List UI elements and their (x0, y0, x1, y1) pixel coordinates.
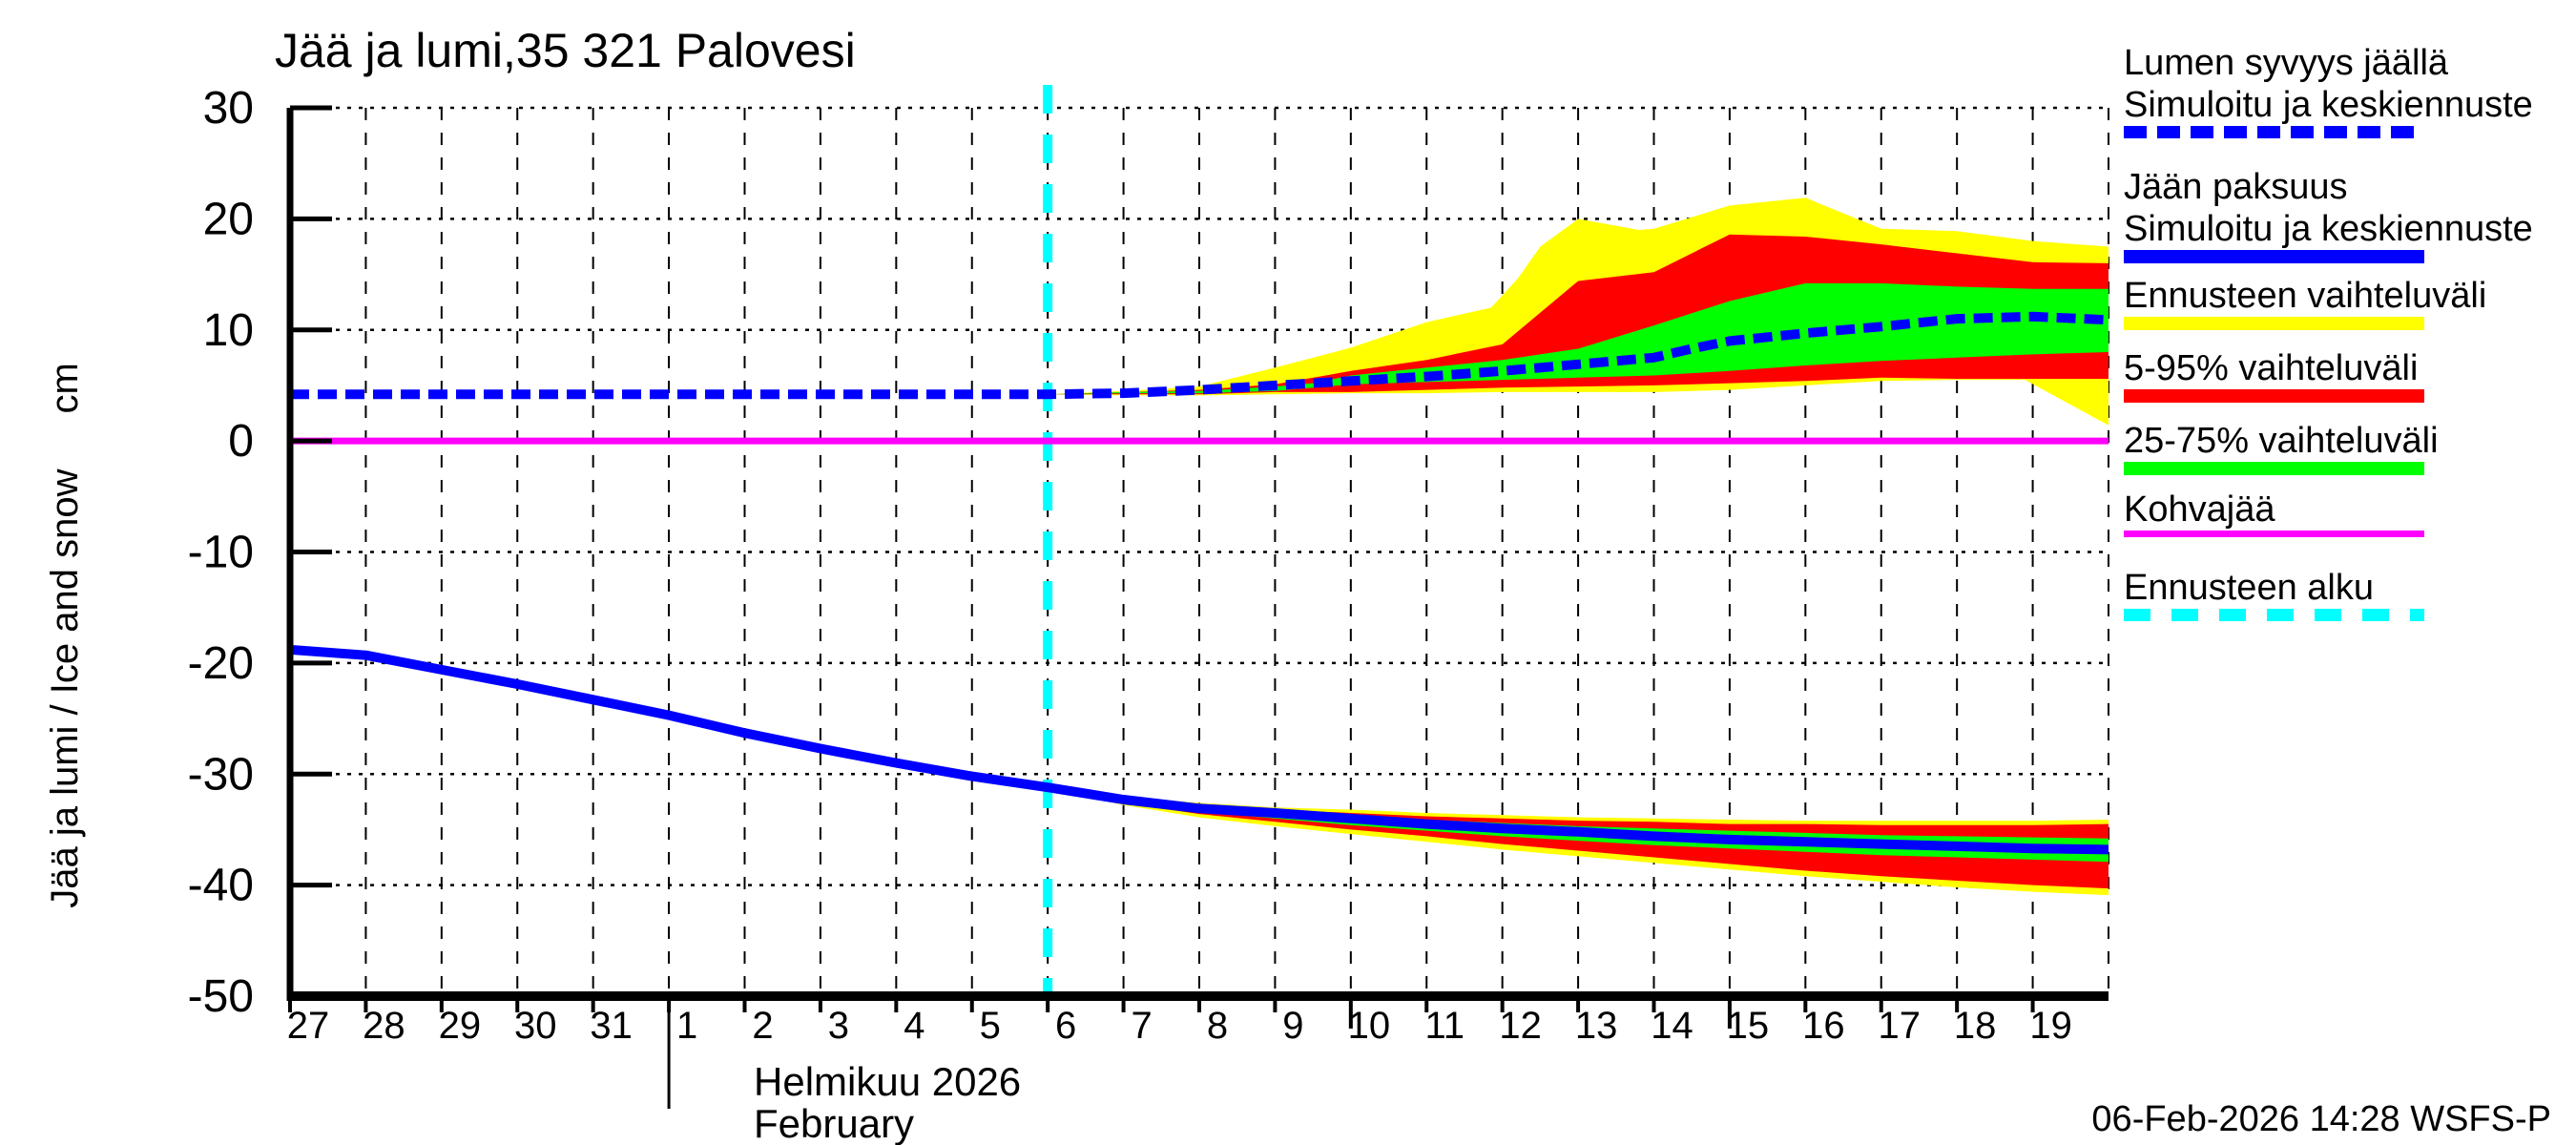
y-tick-label: 30 (203, 83, 254, 134)
red-band-swatch (2124, 389, 2424, 403)
day-tick-label: 19 (2029, 1005, 2072, 1047)
axes-layer (286, 105, 2109, 1109)
day-tick-label: 10 (1348, 1005, 1391, 1047)
snow_25_75_range-band (1048, 282, 2109, 395)
legend-item-forecast-range: Ennusteen vaihteluväli (2124, 275, 2486, 330)
legend-label: Jään paksuus (2124, 167, 2348, 207)
day-tick-label: 16 (1802, 1005, 1845, 1047)
legend-label: Kohvajää (2124, 489, 2275, 530)
y-tick-label: -10 (188, 528, 254, 578)
day-tick-label: 3 (828, 1005, 849, 1047)
day-tick-label: 18 (1954, 1005, 1997, 1047)
legend-label: Simuloitu ja keskiennuste (2124, 85, 2533, 125)
month-label-fi: Helmikuu 2026 (754, 1059, 1021, 1104)
day-tick-label: 27 (287, 1005, 330, 1047)
magenta-line-swatch (2124, 531, 2424, 537)
day-tick-label: 5 (980, 1005, 1001, 1047)
day-tick-label: 28 (363, 1005, 405, 1047)
legend-label: Simuloitu ja keskiennuste (2124, 209, 2533, 249)
day-tick-label: 15 (1727, 1005, 1770, 1047)
y-tick-label: -50 (188, 971, 254, 1022)
legend-label: Lumen syvyys jäällä (2124, 43, 2449, 83)
month-label-en: February (754, 1101, 914, 1145)
legend-label: Ennusteen alku (2124, 568, 2374, 608)
day-tick-label: 12 (1499, 1005, 1542, 1047)
y-tick-label: 20 (203, 194, 254, 244)
day-tick-label: 13 (1575, 1005, 1618, 1047)
day-tick-label: 9 (1282, 1005, 1303, 1047)
legend-label: 5-95% vaihteluväli (2124, 348, 2419, 388)
y-tick-label: 10 (203, 305, 254, 356)
legend-item-forecast-start: Ennusteen alku (2124, 567, 2424, 621)
y-tick-label: -20 (188, 638, 254, 689)
day-tick-label: 17 (1879, 1005, 1922, 1047)
legend-item-snow-depth: Lumen syvyys jäällä Simuloitu ja keskien… (2124, 42, 2533, 138)
day-tick-label: 30 (514, 1005, 557, 1047)
yellow-band-swatch (2124, 317, 2424, 330)
y-tick-label: 0 (228, 416, 254, 467)
page-title: Jää ja lumi,35 321 Palovesi (275, 24, 856, 77)
cyan-dashed-line-swatch (2124, 609, 2424, 621)
legend-item-5-95-range: 5-95% vaihteluväli (2124, 347, 2424, 403)
legend-item-ice-thickness: Jään paksuus Simuloitu ja keskiennuste (2124, 166, 2533, 263)
day-tick-label: 2 (752, 1005, 773, 1047)
y-tick-label: -30 (188, 749, 254, 800)
uncertainty-bands-layer (1048, 198, 2109, 896)
ice_thickness_median-line (289, 644, 2109, 855)
day-tick-label: 4 (904, 1005, 924, 1047)
day-tick-label: 14 (1651, 1005, 1693, 1047)
series-lines-layer (289, 311, 2109, 855)
legend-item-kohvajaa: Kohvajää (2124, 489, 2424, 537)
day-tick-label: 31 (590, 1005, 633, 1047)
y-tick-label: -40 (188, 861, 254, 911)
day-tick-label: 8 (1207, 1005, 1228, 1047)
snow_depth_on_ice_median-line (290, 311, 2109, 400)
green-band-swatch (2124, 462, 2424, 475)
legend-label: Ennusteen vaihteluväli (2124, 276, 2487, 316)
blue-dashed-line-swatch (2124, 126, 2424, 138)
blue-solid-line-swatch (2124, 250, 2424, 263)
legend-label: 25-75% vaihteluväli (2124, 421, 2439, 461)
day-tick-label: 7 (1131, 1005, 1152, 1047)
timestamp-stamp: 06-Feb-2026 14:28 WSFS-P (2091, 1099, 2551, 1139)
day-tick-label: 11 (1424, 1005, 1465, 1047)
day-tick-label: 29 (439, 1005, 482, 1047)
day-tick-label: 1 (676, 1005, 697, 1047)
legend-item-25-75-range: 25-75% vaihteluväli (2124, 420, 2439, 475)
day-tick-label: 6 (1055, 1005, 1076, 1047)
